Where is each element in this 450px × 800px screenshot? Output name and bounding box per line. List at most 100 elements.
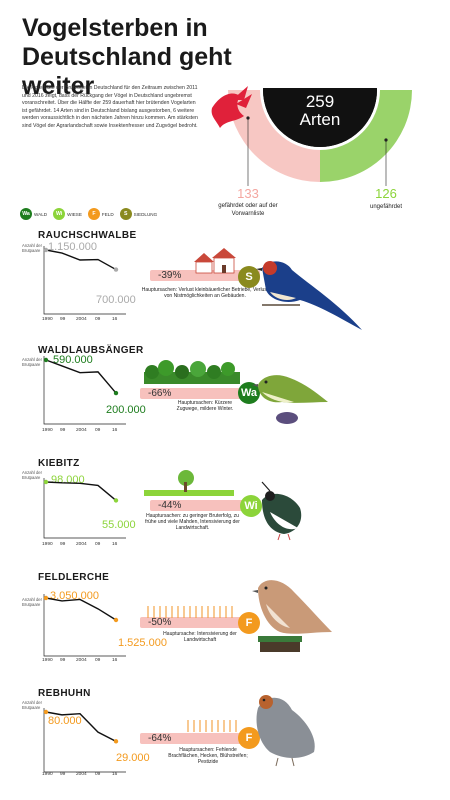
axis-caption: Anzahl der Brutpaare [22, 700, 43, 710]
warbler-bird-icon [252, 375, 328, 424]
axis-caption: Anzahl der Brutpaare [22, 357, 43, 367]
x-tick-label: 16 [112, 772, 118, 777]
x-tick-label: 2004 [76, 658, 87, 663]
cause-text: Hauptursachen: Fehlende Brachflächen, He… [168, 747, 248, 766]
x-axis-labels: 1990 99 2004 09 16 [40, 772, 140, 780]
safe-number: 126 [375, 186, 397, 201]
safe-label: ungefährdet [369, 204, 403, 210]
x-tick-label: 1990 [42, 658, 53, 663]
page-title: Vogelsterben in Deutschland geht weiter [22, 14, 232, 100]
axis-caption: Anzahl der Brutpaare [22, 470, 43, 480]
wald-badge-icon: Wa [20, 208, 32, 220]
start-point [43, 479, 49, 485]
total-species-label: Arten [299, 110, 341, 129]
x-tick-label: 09 [95, 658, 101, 663]
habitat-badge-feld: F [238, 612, 260, 634]
species-title-rebhuhn: REBHUHN [38, 688, 91, 699]
x-tick-label: 16 [112, 542, 118, 547]
x-tick-label: 99 [60, 428, 66, 433]
species-title-rauchschwalbe: RAUCHSCHWALBE [38, 230, 137, 241]
end-point [113, 390, 119, 396]
x-tick-label: 16 [112, 658, 118, 663]
meadow-icon [144, 470, 234, 496]
legend-label: SIEDLUNG [133, 211, 158, 217]
cause-text: Hauptursachen: Verlust kleinbäuerlicher … [141, 287, 269, 300]
skylark-bird-icon [252, 580, 332, 652]
x-axis-labels: 1990 99 2004 09 16 [40, 658, 140, 666]
decline-percent: -50% [148, 617, 172, 628]
x-tick-label: 99 [60, 317, 66, 322]
cause-text: Hauptursache: Intensivierung der Landwir… [163, 631, 237, 644]
x-axis-labels: 1990 99 2004 09 16 [40, 428, 140, 436]
x-tick-label: 16 [112, 317, 118, 322]
intro-text: Die Rote Liste der Brutvögel in Deutschl… [22, 85, 198, 129]
legend-item-siedlung: S SIEDLUNG [119, 208, 158, 220]
x-tick-label: 1990 [42, 542, 53, 547]
legend-label: WALD [34, 211, 48, 217]
start-point [43, 709, 49, 715]
decline-percent: -66% [148, 388, 172, 399]
decline-percent: -44% [158, 500, 182, 511]
x-tick-label: 1990 [42, 772, 53, 777]
end-value: 55.000 [102, 519, 136, 531]
decline-bar [140, 617, 246, 628]
x-tick-label: 1990 [42, 317, 53, 322]
habitat-legend: Wa WALD Wi WIESE F FELD S SIEDLUNG [20, 207, 157, 221]
lapwing-bird-icon [261, 481, 302, 541]
chart-axis [43, 594, 126, 657]
axis-caption: Anzahl der Brutpaare [22, 243, 43, 253]
cause-text: Hauptursachen: Kürzere Zugwege, mildere … [176, 400, 234, 413]
x-tick-label: 99 [60, 658, 66, 663]
decline-bar [140, 388, 252, 399]
x-tick-label: 99 [60, 542, 66, 547]
safe-ring-segment [320, 90, 412, 182]
legend-label: FELD [101, 211, 114, 217]
endangered-label: gefährdet oder auf der Vorwarnliste [218, 203, 278, 217]
x-tick-label: 09 [95, 542, 101, 547]
species-title-waldlaubsaenger: WALDLAUBSÄNGER [38, 345, 144, 356]
legend-item-wald: Wa WALD [20, 208, 47, 220]
x-tick-label: 16 [112, 428, 118, 433]
decline-percent: -39% [158, 270, 182, 281]
habitat-badge-siedlung: S [238, 266, 260, 288]
end-point [113, 267, 119, 272]
total-species-number: 259 [305, 92, 335, 111]
habitat-badge-feld: F [238, 727, 260, 749]
end-point [113, 739, 119, 744]
start-value: 1.150.000 [48, 241, 97, 253]
end-value: 700.000 [96, 294, 136, 306]
end-value: 29.000 [116, 752, 150, 764]
x-tick-label: 1990 [42, 428, 53, 433]
x-tick-label: 09 [95, 428, 101, 433]
end-value: 200.000 [106, 404, 146, 416]
end-point [113, 617, 119, 623]
start-value: 3.050.000 [50, 590, 99, 602]
x-tick-label: 2004 [76, 772, 87, 777]
forest-icon [144, 360, 240, 384]
legend-item-feld: F FELD [87, 208, 114, 220]
decline-bar [150, 270, 260, 281]
end-value: 1.525.000 [118, 637, 167, 649]
wiese-badge-icon: Wi [53, 208, 66, 220]
habitat-badge-wald: Wa [238, 382, 260, 404]
axis-caption: Anzahl der Brutpaare [22, 597, 43, 607]
start-value: 590.000 [53, 354, 93, 366]
red-bird-icon [211, 86, 252, 128]
cause-text: Hauptursachen: zu geringer Bruterfolg, z… [145, 513, 240, 532]
species-summary-donut [211, 86, 412, 186]
legend-item-wiese: Wi WIESE [53, 208, 82, 220]
x-axis-labels: 1990 99 2004 09 16 [40, 542, 140, 550]
siedlung-badge-icon: S [119, 208, 132, 220]
x-tick-label: 2004 [76, 428, 87, 433]
start-value: 98.000 [51, 474, 85, 486]
decline-bar [140, 733, 246, 744]
x-tick-label: 09 [95, 317, 101, 322]
x-tick-label: 2004 [76, 317, 87, 322]
decline-percent: -64% [148, 733, 172, 744]
wheat-field-icon [187, 720, 237, 732]
x-tick-label: 2004 [76, 542, 87, 547]
partridge-bird-icon [256, 695, 315, 767]
decline-bar [150, 500, 250, 511]
end-point [113, 498, 119, 503]
swallow-bird-icon [256, 261, 362, 330]
